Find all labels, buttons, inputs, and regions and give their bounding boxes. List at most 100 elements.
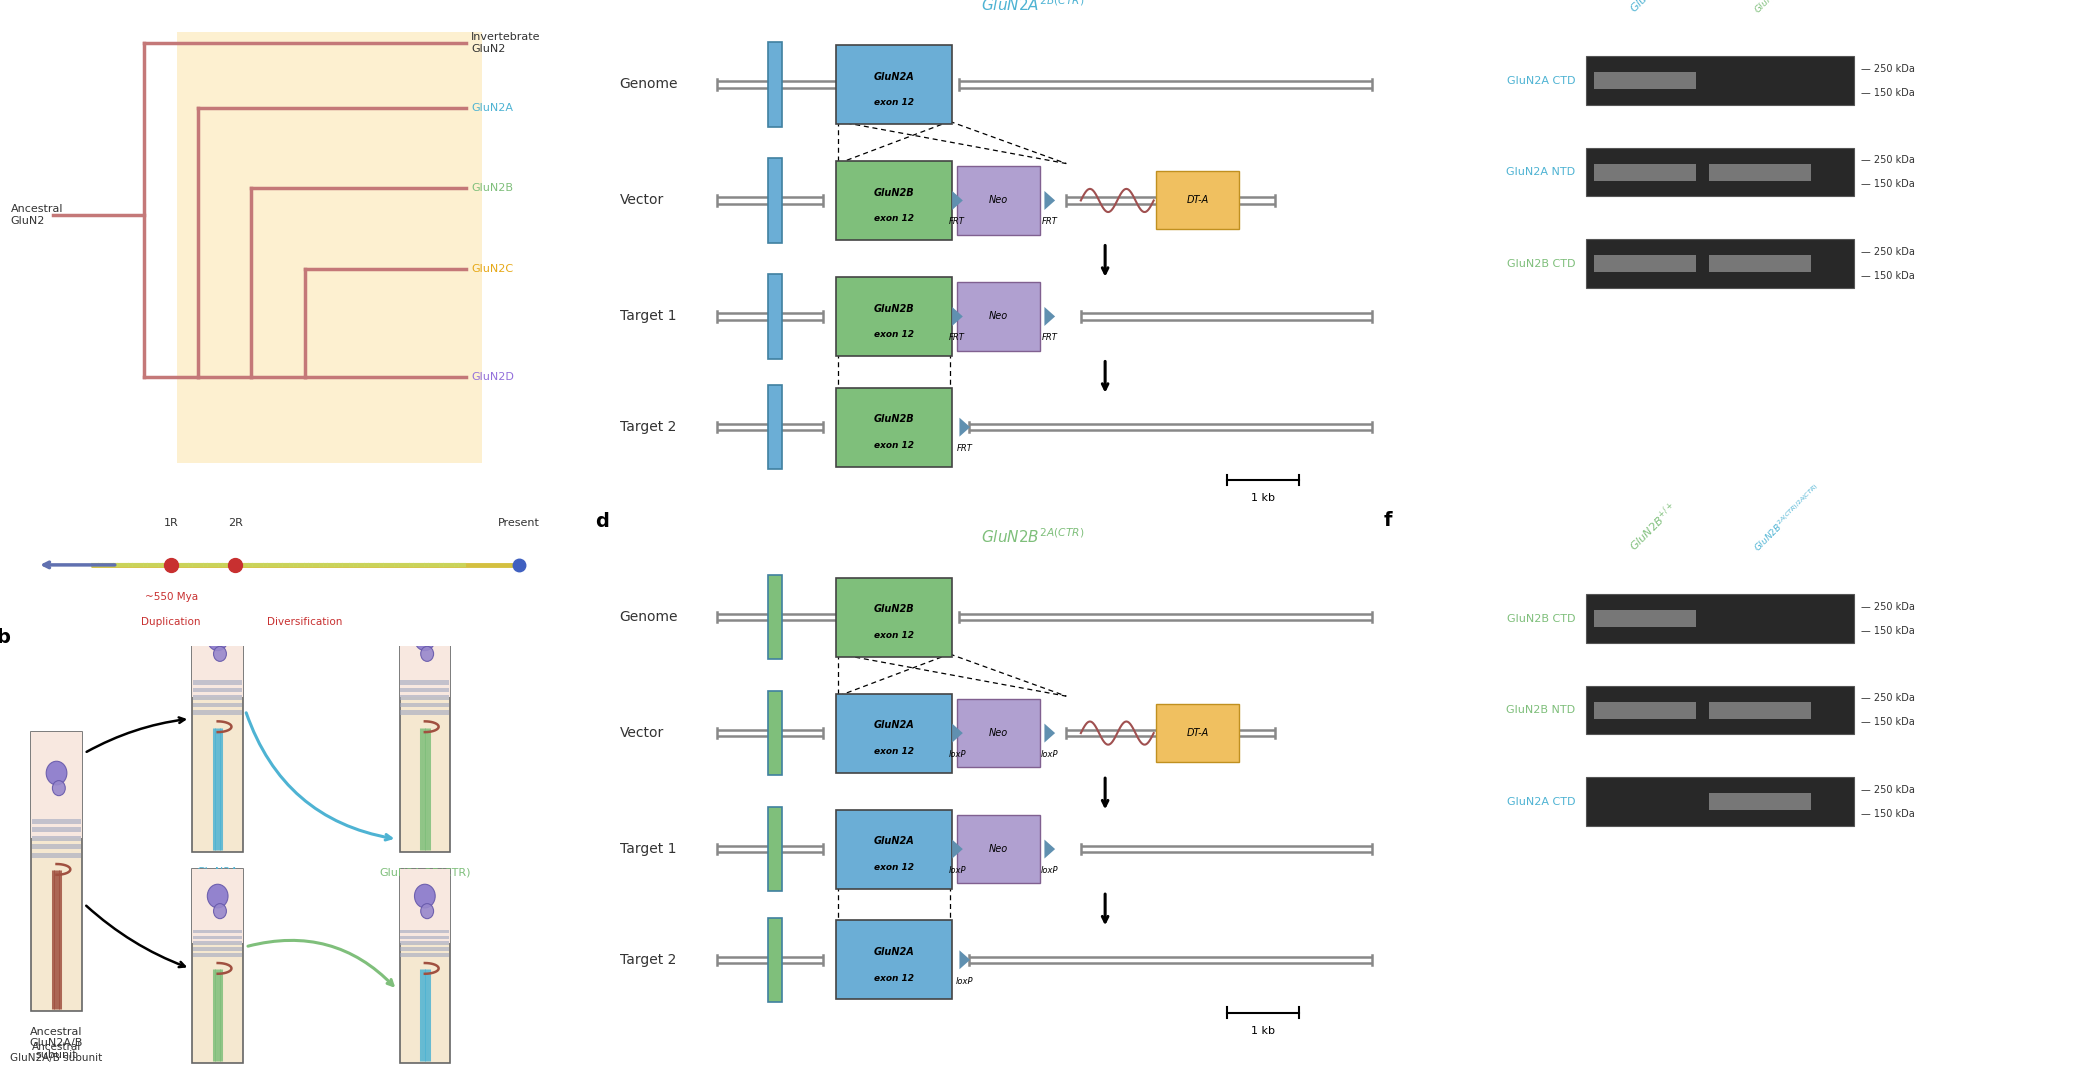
Text: GluN2A: GluN2A	[197, 867, 239, 877]
Text: $GluN2A^{+/+}$: $GluN2A^{+/+}$	[1625, 0, 1680, 16]
FancyBboxPatch shape	[1157, 171, 1239, 229]
Ellipse shape	[214, 904, 227, 919]
Text: GluN2B NTD: GluN2B NTD	[1506, 705, 1575, 716]
FancyBboxPatch shape	[1594, 610, 1695, 627]
Text: exon 12: exon 12	[874, 441, 914, 450]
FancyBboxPatch shape	[32, 845, 82, 849]
Text: loxP: loxP	[956, 977, 972, 986]
Polygon shape	[960, 417, 970, 437]
FancyBboxPatch shape	[32, 732, 82, 1011]
Text: GluN2A: GluN2A	[874, 836, 914, 846]
FancyBboxPatch shape	[193, 710, 242, 714]
FancyBboxPatch shape	[1586, 686, 1854, 734]
Text: Neo: Neo	[989, 311, 1008, 322]
FancyBboxPatch shape	[399, 869, 449, 943]
FancyBboxPatch shape	[193, 869, 244, 943]
Text: GluN2B: GluN2B	[874, 303, 914, 313]
Text: — 150 kDa: — 150 kDa	[1861, 718, 1915, 727]
FancyBboxPatch shape	[193, 603, 244, 697]
FancyBboxPatch shape	[32, 827, 82, 833]
Text: GluN2A CTD: GluN2A CTD	[1508, 75, 1575, 86]
Text: — 250 kDa: — 250 kDa	[1861, 155, 1915, 165]
FancyBboxPatch shape	[193, 942, 242, 945]
Text: GluN2A: GluN2A	[874, 72, 914, 82]
Ellipse shape	[420, 647, 433, 662]
FancyBboxPatch shape	[193, 869, 244, 1063]
FancyBboxPatch shape	[32, 852, 82, 858]
FancyBboxPatch shape	[401, 930, 449, 933]
FancyBboxPatch shape	[193, 936, 242, 939]
Text: Genome: Genome	[620, 77, 678, 91]
Text: GluN2A: GluN2A	[470, 102, 512, 113]
FancyBboxPatch shape	[401, 710, 449, 714]
FancyBboxPatch shape	[193, 703, 242, 707]
Polygon shape	[1044, 307, 1054, 326]
Text: FRT: FRT	[949, 334, 964, 342]
FancyBboxPatch shape	[769, 385, 781, 469]
Text: $GluN2B^{2A(CTR)/2A(CTR)}$: $GluN2B^{2A(CTR)/2A(CTR)}$	[1751, 482, 1823, 554]
Text: $GluN2A^{2B(CTR)}$: $GluN2A^{2B(CTR)}$	[981, 0, 1084, 14]
FancyBboxPatch shape	[769, 42, 781, 127]
FancyBboxPatch shape	[769, 158, 781, 243]
Text: Ancestral
GluN2A/B subunit: Ancestral GluN2A/B subunit	[10, 1042, 103, 1063]
Text: GluN2A NTD: GluN2A NTD	[1506, 167, 1575, 178]
FancyBboxPatch shape	[1157, 704, 1239, 762]
FancyBboxPatch shape	[1709, 255, 1812, 272]
Ellipse shape	[214, 647, 227, 662]
Text: $GluN2B^{+/+}$: $GluN2B^{+/+}$	[1625, 499, 1680, 554]
FancyBboxPatch shape	[193, 680, 242, 685]
Text: Neo: Neo	[989, 728, 1008, 738]
Text: GluN2B CTD: GluN2B CTD	[1508, 613, 1575, 624]
Polygon shape	[1044, 839, 1054, 859]
Text: GluN2A: GluN2A	[874, 720, 914, 731]
Text: d: d	[594, 511, 609, 530]
Text: Target 1: Target 1	[620, 310, 676, 324]
Polygon shape	[951, 307, 962, 326]
FancyBboxPatch shape	[193, 930, 242, 933]
Ellipse shape	[208, 884, 229, 908]
FancyBboxPatch shape	[1709, 793, 1812, 810]
Text: exon 12: exon 12	[874, 98, 914, 108]
Text: Target 2: Target 2	[620, 420, 676, 435]
FancyBboxPatch shape	[836, 277, 951, 356]
Text: 2R: 2R	[229, 519, 244, 528]
FancyBboxPatch shape	[32, 819, 82, 824]
FancyBboxPatch shape	[1586, 56, 1854, 104]
Polygon shape	[1044, 723, 1054, 742]
FancyBboxPatch shape	[193, 695, 242, 699]
FancyBboxPatch shape	[836, 161, 951, 240]
Text: GluN2A CTD: GluN2A CTD	[1508, 796, 1575, 807]
Text: — 250 kDa: — 250 kDa	[1861, 784, 1915, 794]
Ellipse shape	[208, 627, 229, 651]
Text: loxP: loxP	[949, 866, 966, 875]
Text: b: b	[0, 628, 10, 648]
FancyBboxPatch shape	[193, 947, 242, 951]
Polygon shape	[951, 723, 962, 742]
Text: exon 12: exon 12	[874, 863, 914, 872]
Text: f: f	[1384, 511, 1392, 530]
Text: GluN2B: GluN2B	[470, 183, 512, 194]
Text: GluN2B: GluN2B	[874, 187, 914, 198]
Text: 1 kb: 1 kb	[1252, 1025, 1275, 1036]
FancyBboxPatch shape	[193, 603, 244, 852]
Text: exon 12: exon 12	[874, 330, 914, 339]
FancyBboxPatch shape	[399, 603, 449, 852]
Text: GluN2B CTD: GluN2B CTD	[1508, 258, 1575, 269]
FancyBboxPatch shape	[399, 603, 449, 697]
FancyBboxPatch shape	[1586, 777, 1854, 826]
Ellipse shape	[420, 904, 433, 919]
Text: — 250 kDa: — 250 kDa	[1861, 246, 1915, 256]
Text: — 150 kDa: — 150 kDa	[1861, 271, 1915, 281]
FancyBboxPatch shape	[401, 688, 449, 693]
FancyBboxPatch shape	[769, 274, 781, 358]
FancyBboxPatch shape	[401, 947, 449, 951]
Text: — 150 kDa: — 150 kDa	[1861, 626, 1915, 636]
Text: loxP: loxP	[949, 750, 966, 759]
Text: 1R: 1R	[164, 519, 179, 528]
Text: Neo: Neo	[989, 844, 1008, 854]
Text: exon 12: exon 12	[874, 631, 914, 640]
FancyBboxPatch shape	[401, 695, 449, 699]
Text: — 150 kDa: — 150 kDa	[1861, 809, 1915, 819]
Ellipse shape	[46, 761, 67, 784]
Text: Target 1: Target 1	[620, 843, 676, 856]
